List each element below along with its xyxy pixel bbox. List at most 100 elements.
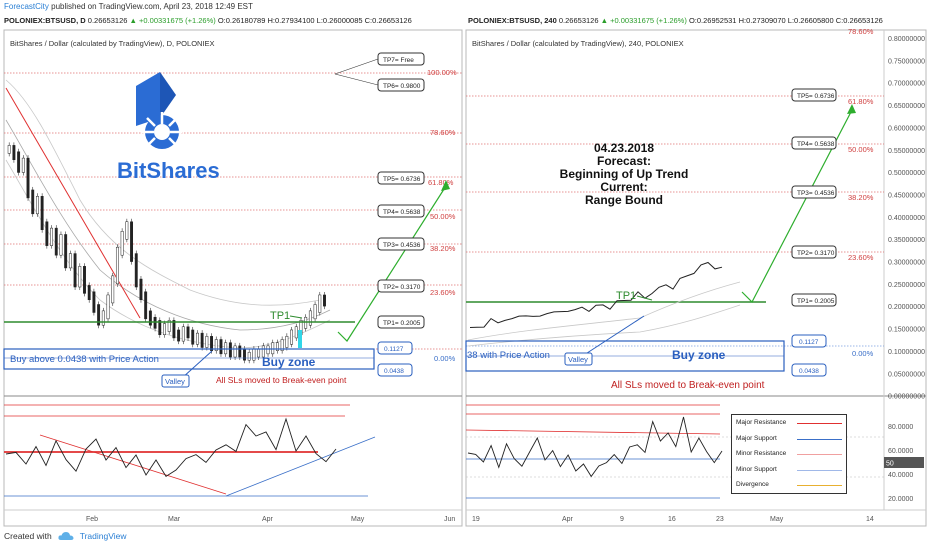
forecast-current-heading: Current: <box>600 180 647 194</box>
right-projection-arrowhead <box>847 104 856 114</box>
candle-body <box>26 157 30 199</box>
legend-label: Major Resistance <box>736 419 787 426</box>
left-ticker-last: 0.26653126 <box>87 16 128 25</box>
osc-tick-label: 60.0000 <box>888 448 913 455</box>
osc-current-value-badge <box>884 457 924 468</box>
candle-body <box>177 329 181 342</box>
bitshares-logo-icon <box>136 72 182 149</box>
left-zone-lower-box <box>377 363 413 377</box>
tp-box <box>791 88 837 102</box>
right-ticker-symbol: POLONIEX:BTSUSD, 240 <box>468 16 557 25</box>
right-ticker-change: ▲ +0.00331675 (+1.26%) <box>600 16 687 25</box>
candle-body <box>97 304 101 326</box>
left-valley-box <box>161 374 190 388</box>
legend-item-divergence: Divergence <box>732 477 846 493</box>
candle-body <box>167 320 171 332</box>
tp-box-label: TP5= 0.6736 <box>383 176 421 183</box>
tp-box <box>791 293 837 307</box>
candle-body <box>83 266 86 294</box>
price-tick-label: 0.20000000 <box>888 304 925 311</box>
left-ticker-change: ▲ +0.00331675 (+1.26%) <box>129 16 216 25</box>
candle-body <box>290 329 294 345</box>
right-ticker-line: POLONIEX:BTSUSD, 240 0.26653126 ▲ +0.003… <box>468 16 883 25</box>
tp-box <box>377 204 425 218</box>
candle-body <box>181 326 185 342</box>
right-price-line <box>469 261 723 328</box>
forecast-text: 04.23.2018 Forecast: Beginning of Up Tre… <box>560 141 689 207</box>
author-link[interactable]: ForecastCity <box>4 2 49 11</box>
forecast-heading: Forecast: <box>597 154 651 168</box>
candle-body <box>228 342 232 358</box>
left-osc-divergence-line <box>39 434 227 495</box>
tp-box-label: TP4= 0.5638 <box>797 141 835 148</box>
right-zone-values: 0.1127 0.0438 <box>791 334 827 377</box>
candle-body <box>210 336 214 351</box>
candle-body <box>54 227 58 256</box>
candle-body <box>163 323 166 336</box>
candle-body <box>153 316 157 329</box>
tp-box-label: TP4= 0.5638 <box>383 209 421 216</box>
candle-body <box>144 291 148 320</box>
time-tick-label: 16 <box>668 516 676 523</box>
left-ticker-ohlc: O:0.26180789 H:0.27934100 L:0.26000085 C… <box>217 16 412 25</box>
candle-body <box>205 336 209 348</box>
right-zone-lower-value: 0.0438 <box>799 368 819 375</box>
candle-body <box>92 291 96 313</box>
forecast-date: 04.23.2018 <box>594 141 654 155</box>
left-fib-label-786: 78.60% <box>430 128 456 137</box>
legend-swatch <box>797 485 842 486</box>
tp-box-label: TP6= 0.9800 <box>383 83 421 90</box>
right-fib-label-50: 50.00% <box>848 145 874 154</box>
footer-tradingview-link[interactable]: TradingView <box>79 531 127 541</box>
candle-body <box>308 310 312 326</box>
left-sl-note: All SLs moved to Break-even point <box>216 375 347 385</box>
candle-body <box>261 345 265 358</box>
candle-body <box>130 221 134 262</box>
price-tick-label: 0.50000000 <box>888 170 925 177</box>
candle-body <box>285 336 289 348</box>
time-tick-label: Apr <box>562 516 574 523</box>
candle-body <box>139 278 143 301</box>
left-fib-labels: 100.00% 78.60% 61.80% 50.00% 38.20% 23.6… <box>427 68 457 363</box>
candle-body <box>73 253 77 288</box>
legend-label: Divergence <box>736 481 769 488</box>
time-tick-label: Mar <box>168 516 181 523</box>
candle-body <box>275 342 279 351</box>
left-fib-label-382: 38.20% <box>430 244 456 253</box>
legend-swatch <box>797 438 842 440</box>
legend-item-major-support: Major Support <box>732 431 846 447</box>
right-projection-arrow <box>741 109 853 304</box>
left-downtrend-line <box>5 87 141 319</box>
left-buy-above-text: Buy above 0.0438 with Price Action <box>10 354 159 365</box>
right-ticker-ohlc: O:0.26952531 H:0.27309070 L:0.26605800 C… <box>688 16 883 25</box>
time-tick-label: Apr <box>262 516 274 523</box>
right-fib-label-382: 38.20% <box>848 193 874 202</box>
price-tick-label: 0.75000000 <box>888 58 925 65</box>
right-fib-labels: 78.60% 61.80% 50.00% 38.20% 23.60% 0.00% <box>848 27 874 358</box>
time-tick-label: May <box>351 516 365 523</box>
candle-body <box>31 189 35 215</box>
candle-body <box>101 310 105 326</box>
price-tick-label: 0.65000000 <box>888 103 925 110</box>
left-ticker-line: POLONIEX:BTSUSD, D 0.26653126 ▲ +0.00331… <box>4 16 412 25</box>
right-osc-resistance-3 <box>465 429 721 435</box>
candle-body <box>50 227 54 246</box>
left-fib-label-50: 50.00% <box>430 212 456 221</box>
tp-box <box>791 136 837 150</box>
legend-swatch <box>797 469 842 471</box>
tp-box-label: TP5= 0.6736 <box>797 93 835 100</box>
left-cyan-marker <box>298 330 302 348</box>
right-fib-label-786: 78.60% <box>848 27 874 36</box>
left-projection-arrowhead <box>441 180 450 191</box>
right-time-scale: 19 Apr 9 16 23 May 14 <box>472 516 874 523</box>
left-ticker-symbol: POLONIEX:BTSUSD, D <box>4 16 86 25</box>
right-sl-note: All SLs moved to Break-even point <box>611 380 765 391</box>
tp-box <box>377 237 425 251</box>
publication-header: ForecastCity published on TradingView.co… <box>4 2 253 11</box>
tp-box-label: TP1= 0.2005 <box>383 320 421 327</box>
left-zone-values: 0.1127 0.0438 <box>377 341 413 377</box>
left-buy-zone <box>3 348 375 370</box>
candle-body <box>252 348 256 361</box>
price-tick-label: 0.30000000 <box>888 260 925 267</box>
osc-tick-label: 40.0000 <box>888 472 913 479</box>
